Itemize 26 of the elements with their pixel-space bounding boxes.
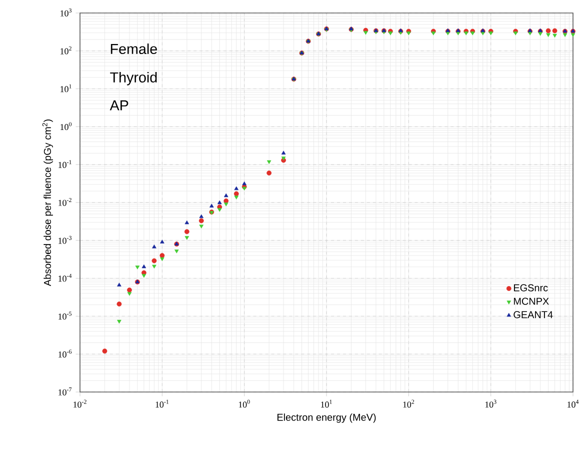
x-tick-label: 10$^{2}$ [403, 400, 414, 408]
annotation: AP [110, 100, 128, 110]
x-tick-label: 10$^{4}$ [568, 400, 579, 408]
legend-label: EGSnrc [514, 284, 548, 292]
y-tick-label: 10$^{-1}$ [58, 160, 72, 168]
y-tick-label: 10$^{-3}$ [58, 236, 72, 244]
x-tick-label: 10$^{-2}$ [74, 400, 86, 408]
legend-label: GEANT4 [514, 311, 553, 318]
y-tick-label: 10$^{-6}$ [58, 350, 72, 358]
y-tick-label: 10$^{2}$ [60, 46, 72, 54]
x-axis-title: Electron energy (MeV) [277, 413, 376, 423]
annotation: Female [110, 44, 157, 54]
legend-label: MCNPX [514, 298, 549, 305]
y-tick-label: 10$^{-7}$ [58, 388, 72, 396]
x-tick-label: 10$^{1}$ [321, 400, 332, 408]
y-axis-title: Absorbed dose per fluence (pGy cm$^{2}$) [42, 120, 53, 286]
y-tick-label: 10$^{-4}$ [58, 274, 72, 282]
y-tick-label: 10$^{0}$ [60, 122, 72, 130]
x-tick-label: 10$^{-1}$ [156, 400, 169, 408]
annotation: Thyroid [110, 72, 157, 86]
x-tick-label: 10$^{3}$ [485, 400, 496, 408]
y-tick-label: 10$^{3}$ [60, 8, 72, 16]
y-tick-label: 10$^{1}$ [60, 84, 72, 92]
y-tick-label: 10$^{-2}$ [58, 198, 72, 206]
y-tick-label: 10$^{-5}$ [58, 312, 72, 320]
x-tick-label: 10$^{0}$ [238, 400, 250, 408]
